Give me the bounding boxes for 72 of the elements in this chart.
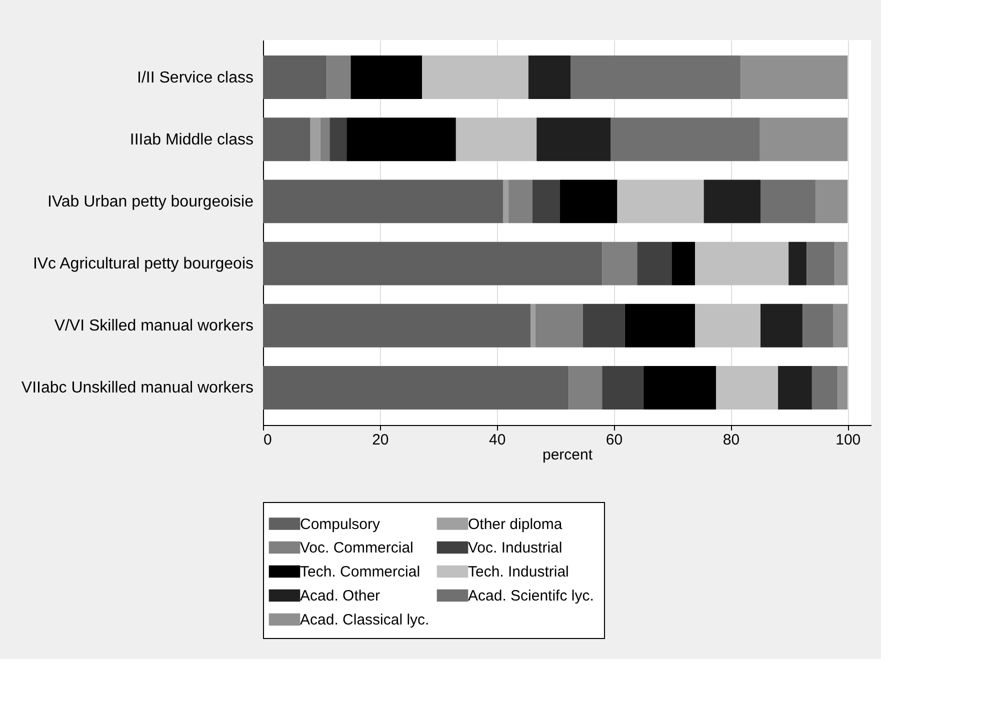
bar [834,242,848,286]
bar [610,118,760,162]
y-tick-label: IVc Agricultural petty bourgeois [32,256,254,273]
bar [263,180,504,224]
bar [350,56,422,99]
bar [326,56,351,99]
bar [838,366,848,410]
legend-label: Compulsory [300,516,381,533]
bar [760,180,816,224]
x-tick-label: 20 [372,432,389,448]
bar [704,180,761,224]
bar [456,118,537,162]
y-tick-label: I/II Service class [137,69,254,86]
bar [532,180,560,224]
y-tick-label: VIIabc Unskilled manual workers [21,380,254,397]
bar [570,56,741,99]
bar [422,56,528,99]
bar [740,56,848,99]
x-tick-label: 40 [489,432,506,448]
bar [568,366,602,410]
bar [560,180,618,224]
bar [778,366,812,410]
bar [644,366,716,410]
bar [602,242,638,286]
bar [672,242,696,286]
legend-label: Acad. Scientifc lyc. [468,588,594,604]
bar [535,304,583,348]
x-tick-label: 100 [836,432,861,448]
bar [330,118,347,162]
bar [788,242,807,286]
bar [528,56,571,99]
bar [346,118,456,162]
bar [320,118,330,162]
y-tick-label: IVab Urban petty bourgeoisie [47,193,254,210]
bar [536,118,611,162]
bar [802,304,833,348]
x-tick-label: 0 [264,432,272,448]
x-axis-title: percent [542,446,594,464]
bar [760,118,848,162]
bar [617,180,704,224]
bar [582,304,625,348]
bar [530,304,536,348]
y-tick-label: IIIab Middle class [130,131,254,148]
bar [310,118,320,162]
bar [806,242,835,286]
x-tick-label: 60 [606,432,623,448]
bar [624,304,696,348]
legend-label: Acad. Other [300,588,380,604]
bar [602,366,644,410]
legend-label: Voc. Commercial [300,540,414,556]
legend-label: Tech. Industrial [468,564,569,580]
bar [812,366,838,410]
bar [833,304,848,348]
bar [716,366,778,410]
legend-label: Voc. Industrial [468,540,562,556]
bar [637,242,672,286]
bar [263,118,310,162]
bar [508,180,533,224]
bar [695,242,789,286]
bar [263,304,531,348]
bar [503,180,509,224]
bar [815,180,848,224]
bar [263,56,327,99]
legend-label: Other diploma [468,516,563,533]
bar [263,242,602,286]
legend-label: Acad. Classical lyc. [300,612,430,628]
legend-label: Tech. Commercial [300,564,420,580]
bar [760,304,803,348]
bar [263,366,569,410]
x-tick-label: 80 [722,432,740,448]
bar [695,304,761,348]
y-tick-label: V/VI Skilled manual workers [54,318,254,335]
